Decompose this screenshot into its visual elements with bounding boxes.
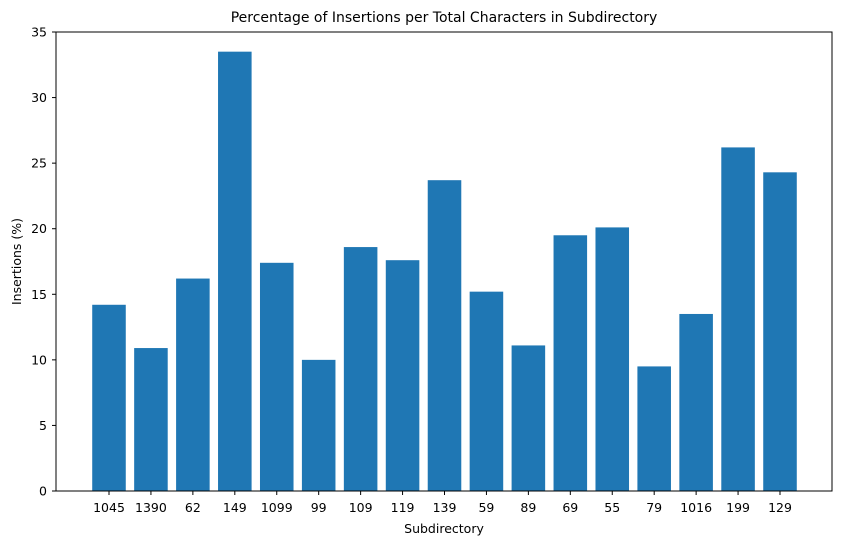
bar-1390 <box>134 348 168 491</box>
y-tick-label: 35 <box>31 25 47 40</box>
x-tick-label: 59 <box>478 500 494 515</box>
x-axis-ticks: 1045 1390 62 149 1099 99 109 119 139 59 89 69 55 79 10… <box>93 491 792 515</box>
bar-1045 <box>92 304 126 491</box>
x-tick-label: 139 <box>433 500 457 515</box>
plot-frame <box>55 31 833 492</box>
y-tick-label: 30 <box>31 90 47 105</box>
x-tick-label: 109 <box>349 500 373 515</box>
bar-129 <box>763 172 797 491</box>
bar-139 <box>427 180 462 491</box>
bar-89 <box>511 345 546 491</box>
x-tick-label: 1099 <box>261 500 293 515</box>
y-tick-label: 15 <box>31 287 47 302</box>
x-tick-label: 55 <box>604 500 620 515</box>
bar-69 <box>553 235 588 491</box>
x-tick-label: 1390 <box>135 500 167 515</box>
bar-109 <box>343 247 378 491</box>
bar-1016 <box>679 313 713 491</box>
x-tick-label: 89 <box>520 500 536 515</box>
x-tick-label: 1045 <box>93 500 125 515</box>
x-axis-label: Subdirectory <box>404 521 484 536</box>
x-tick-label: 99 <box>311 500 327 515</box>
chart-title: Percentage of Insertions per Total Chara… <box>231 10 658 26</box>
x-tick-label: 119 <box>391 500 415 515</box>
x-tick-label: 69 <box>562 500 578 515</box>
y-tick-label: 10 <box>31 352 47 367</box>
y-axis-ticks: 0 5 10 15 20 25 30 35 <box>31 25 56 499</box>
y-tick-label: 20 <box>31 221 47 236</box>
y-axis-label: Insertions (%) <box>9 218 24 305</box>
bar-55 <box>595 227 630 491</box>
y-tick-label: 5 <box>39 418 47 433</box>
x-tick-label: 1016 <box>680 500 712 515</box>
bar-149 <box>218 51 252 492</box>
bar-119 <box>385 260 420 491</box>
x-tick-label: 62 <box>185 500 201 515</box>
bar-59 <box>469 291 504 491</box>
x-tick-label: 129 <box>768 500 792 515</box>
bar-62 <box>176 278 210 491</box>
bar-1099 <box>259 262 294 491</box>
x-tick-label: 199 <box>726 500 750 515</box>
bars-group <box>92 51 797 492</box>
y-tick-label: 0 <box>39 484 47 499</box>
y-tick-label: 25 <box>31 156 47 171</box>
bar-199 <box>721 147 755 491</box>
bar-79 <box>637 366 671 491</box>
x-tick-label: 149 <box>223 500 247 515</box>
bar-99 <box>301 359 336 491</box>
x-tick-label: 79 <box>646 500 662 515</box>
